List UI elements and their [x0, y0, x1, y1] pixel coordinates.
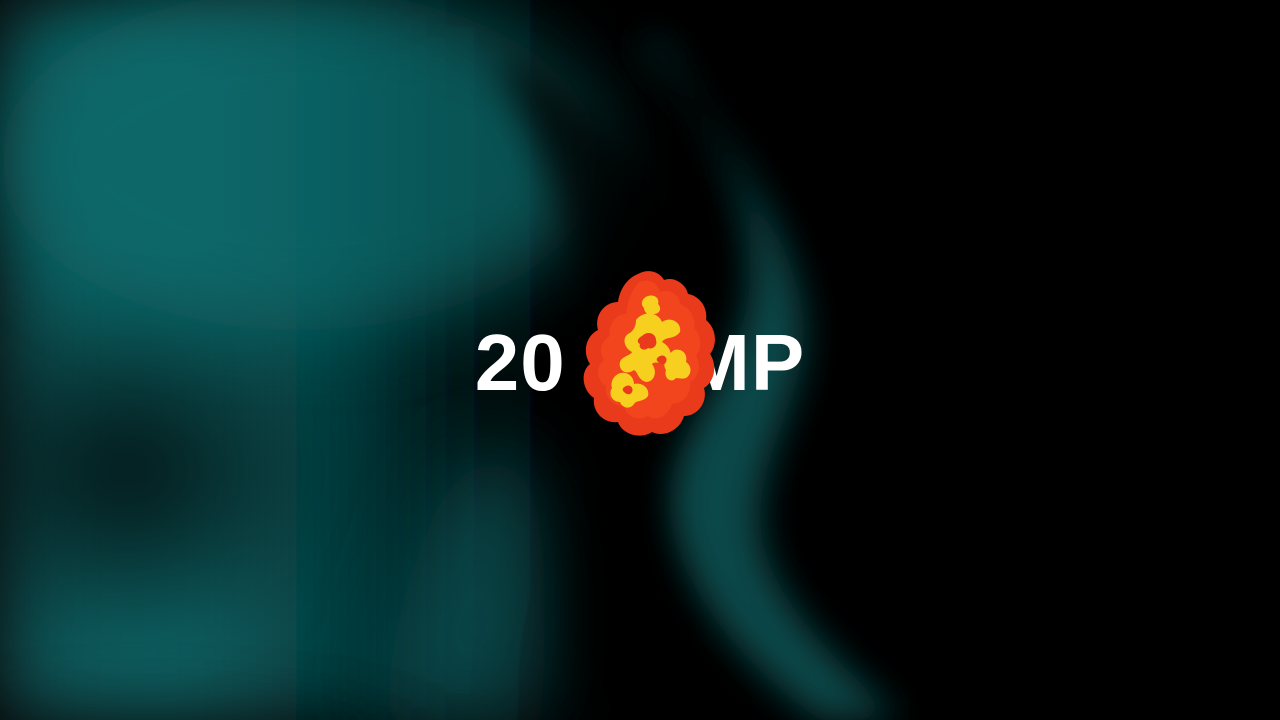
- headline-left: 20: [474, 318, 566, 407]
- explosion-icon: [583, 271, 715, 436]
